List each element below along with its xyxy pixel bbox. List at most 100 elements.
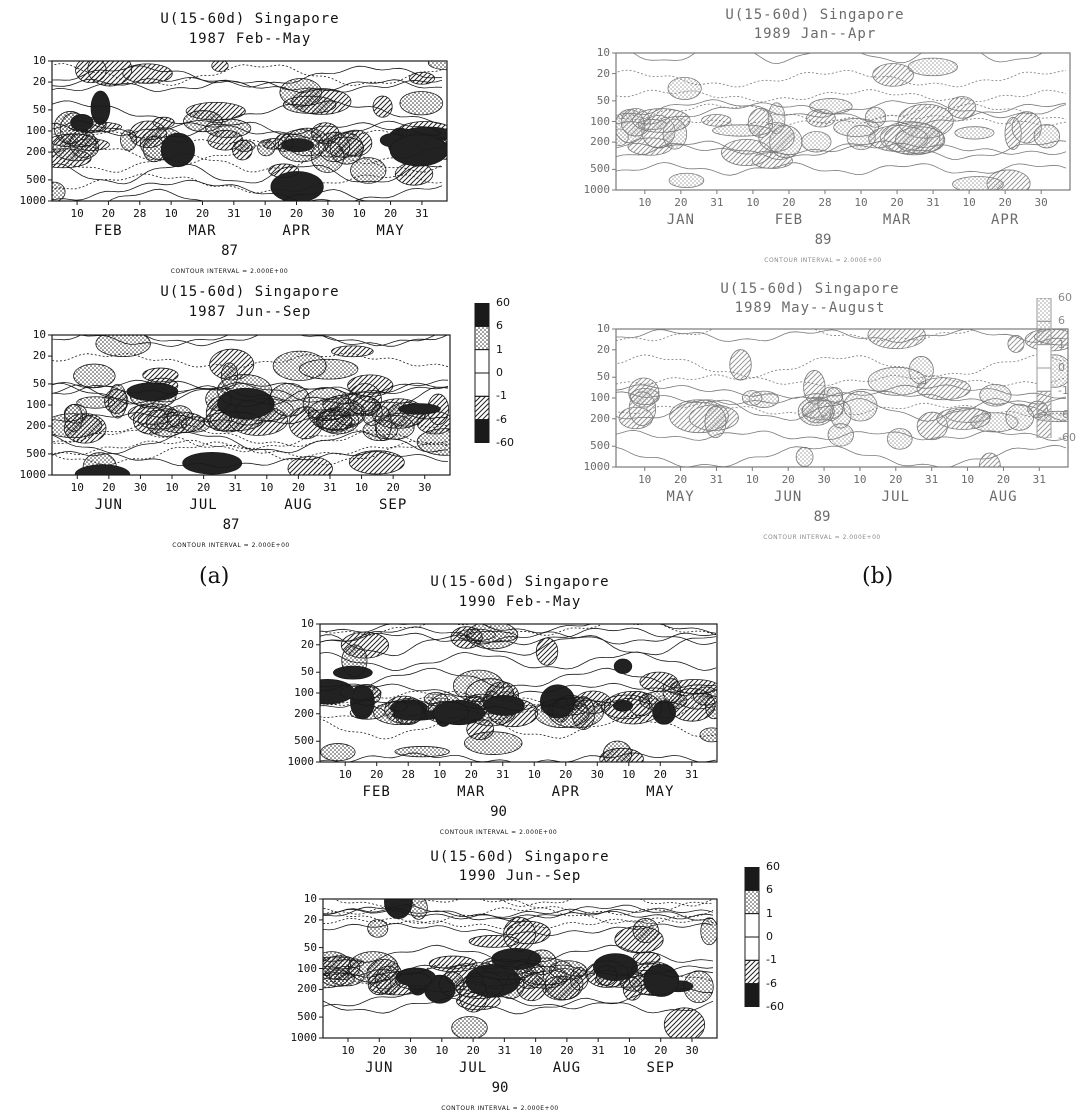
- x-tick-label: 10: [338, 768, 352, 781]
- legend-value: -6: [496, 412, 507, 426]
- contour-patch: [323, 955, 361, 981]
- contour-line: [52, 382, 449, 405]
- y-tick-label: 50: [32, 376, 46, 390]
- month-label: APR: [990, 212, 1020, 228]
- x-tick-label: 10: [165, 481, 179, 494]
- panel-1990-jun-sep: U(15-60d) Singapore 1990 Jun--Sep 10 20 50…: [270, 848, 740, 1118]
- legend-value: 1: [496, 342, 503, 356]
- x-tick-label: 20: [781, 473, 795, 486]
- legend-swatch: [474, 395, 490, 421]
- y-tick-label: 20: [32, 75, 46, 89]
- x-tick-label: 10: [352, 207, 366, 220]
- x-tick-label: 10: [260, 481, 274, 494]
- contour-patch: [667, 76, 702, 100]
- contour-patch: [895, 126, 946, 154]
- panel-label-b: (b): [862, 564, 894, 589]
- contour-line: [323, 907, 714, 925]
- contour-line: [52, 65, 443, 88]
- x-tick-label: 10: [435, 1044, 449, 1057]
- month-label: AUG: [284, 497, 313, 513]
- panel-title: U(15-60d) Singapore: [430, 849, 610, 865]
- contour-patch: [339, 685, 382, 701]
- x-tick-label: 20: [464, 768, 478, 781]
- panel-label-a: (a): [199, 564, 230, 589]
- contour-line: [616, 53, 1044, 65]
- x-tick-label: 20: [996, 473, 1011, 486]
- x-tick-label: 10: [638, 473, 652, 486]
- contour-interval-note: CONTOUR INTERVAL = 2.000E+00: [172, 542, 290, 549]
- contour-patch: [535, 637, 559, 666]
- contour-patch: [282, 95, 337, 114]
- contour-line: [323, 997, 714, 1015]
- contour-patch: [547, 696, 604, 729]
- y-tick-label: 500: [590, 439, 610, 453]
- x-tick-label: 10: [960, 473, 975, 486]
- contour-patch: [220, 362, 238, 390]
- contour-patch: [952, 176, 1004, 190]
- contour-line: [320, 715, 717, 740]
- month-label: SEP: [646, 1060, 675, 1076]
- x-tick-label: 20: [101, 207, 116, 220]
- month-label: AUG: [989, 489, 1018, 505]
- contour-patch: [408, 71, 436, 85]
- x-tick-label: 10: [745, 473, 759, 486]
- contour-patch: [704, 405, 727, 439]
- contour-patch: [622, 977, 643, 1001]
- contour-line: [616, 398, 1067, 422]
- panel-1989-may-august: U(15-60d) Singapore 1989 May--August 10 2…: [560, 280, 1069, 550]
- contour-patch: [389, 134, 447, 167]
- contour-line: [52, 439, 449, 458]
- contour-patch: [947, 96, 977, 119]
- contour-patch: [741, 390, 763, 406]
- contour-line: [320, 696, 717, 720]
- contour-interval-note: CONTOUR INTERVAL = 2.000E+00: [439, 829, 558, 836]
- legend-value: -1: [766, 953, 777, 967]
- x-tick-label: 30: [133, 481, 148, 494]
- y-tick-label: 500: [294, 734, 314, 748]
- contour-patch: [721, 138, 772, 167]
- contour-line: [323, 963, 714, 977]
- contour-patch: [122, 63, 173, 84]
- y-tick-label: 20: [596, 342, 610, 356]
- legend-value: -6: [766, 976, 777, 990]
- legend-value: 6: [766, 883, 773, 897]
- contour-line: [616, 142, 1067, 156]
- contour-line: [52, 429, 449, 453]
- x-tick-label: 20: [372, 1044, 386, 1057]
- contour-patch: [668, 172, 705, 189]
- contour-patch: [142, 367, 179, 383]
- contour-patch: [95, 335, 151, 358]
- month-label: FEB: [362, 784, 391, 800]
- contour-line: [616, 354, 1067, 378]
- legend-swatch: [1036, 414, 1052, 438]
- y-tick-label: 10: [32, 54, 46, 67]
- legend-value: 60: [766, 860, 780, 873]
- x-tick-label: 20: [289, 207, 304, 220]
- x-tick-label: 10: [529, 1044, 543, 1057]
- contour-patch: [120, 129, 138, 151]
- contour-patch: [613, 658, 633, 674]
- x-tick-label: 31: [709, 473, 724, 486]
- x-tick-label: 10: [354, 481, 369, 494]
- contour-plot: [48, 60, 448, 205]
- y-tick-label: 200: [297, 982, 317, 996]
- contour-patch: [729, 349, 752, 381]
- y-tick-label: 100: [294, 686, 314, 699]
- contour-line: [52, 163, 443, 185]
- month-label: JUL: [189, 497, 218, 513]
- legend-value: 60: [1058, 291, 1072, 304]
- contour-line: [52, 120, 443, 142]
- x-tick-label: 30: [685, 1044, 699, 1057]
- y-tick-label: 100: [590, 114, 610, 128]
- panel-title: U(15-60d) Singapore: [160, 11, 340, 27]
- x-tick-label: 10: [164, 207, 178, 220]
- contour-patch: [367, 919, 389, 938]
- contour-patch: [298, 358, 359, 380]
- x-tick-label: 10: [638, 196, 652, 209]
- contour-patch: [801, 131, 832, 153]
- contour-line: [320, 624, 717, 636]
- contour-patch: [632, 108, 691, 133]
- year-label: 90: [490, 804, 507, 820]
- month-label: APR: [551, 784, 580, 800]
- month-label: MAY: [646, 784, 675, 800]
